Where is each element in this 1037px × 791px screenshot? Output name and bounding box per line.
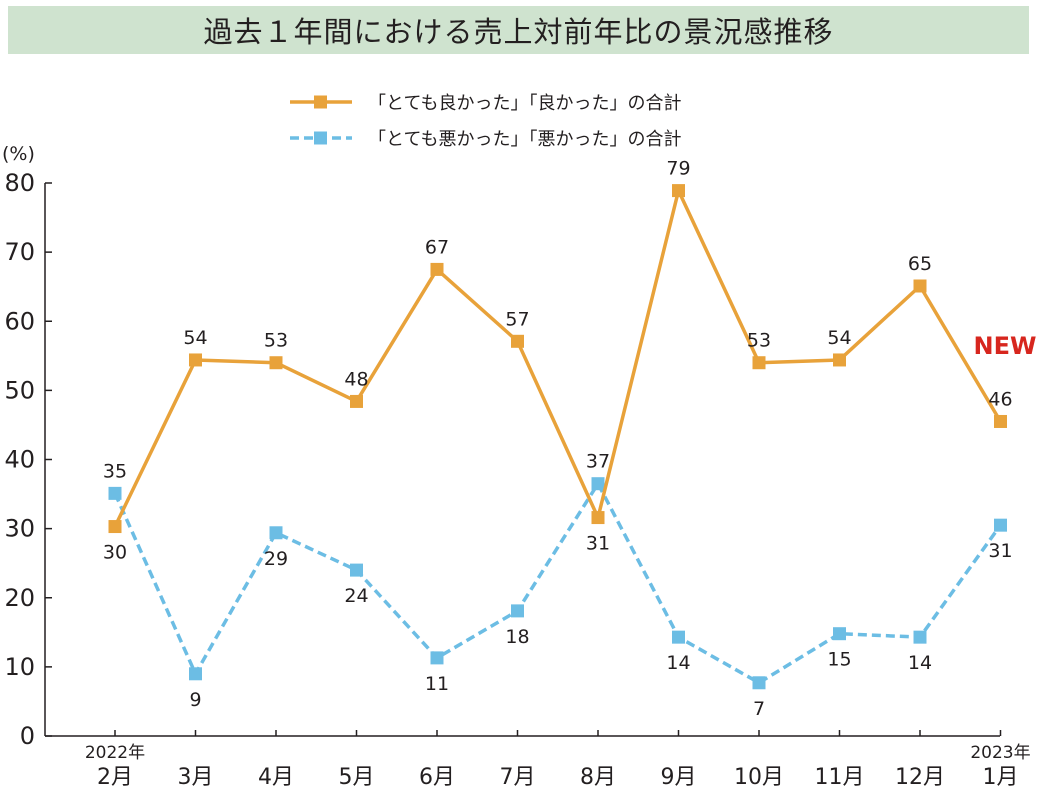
data-point-s2 bbox=[511, 604, 524, 618]
x-tick-label: 2月 bbox=[97, 765, 133, 790]
data-label-s1: 30 bbox=[103, 542, 127, 564]
data-label-s1: 31 bbox=[586, 533, 610, 555]
data-label-s1: 54 bbox=[827, 327, 851, 349]
data-point-s1 bbox=[269, 356, 283, 370]
data-labels-layer: 35 9 29 24 11 18 37 14 7 15 14 31 30 54 53 48 67 57 31 79 53… bbox=[103, 158, 1037, 720]
data-point-s1 bbox=[752, 356, 766, 370]
legend: 「とても良かった」「良かった」の合計「とても悪かった」「悪かった」の合計 bbox=[290, 93, 682, 150]
data-point-s1 bbox=[913, 279, 927, 293]
data-label-s1: 57 bbox=[505, 308, 529, 330]
data-label-s1: 53 bbox=[747, 330, 771, 352]
x-tick-label: 10月 bbox=[734, 765, 784, 790]
data-point-s1 bbox=[108, 520, 122, 534]
x-tick-label: 1月 bbox=[983, 765, 1019, 790]
data-label-s2: 14 bbox=[908, 652, 932, 674]
data-label-s2: 37 bbox=[586, 451, 610, 473]
data-point-s1 bbox=[511, 334, 524, 348]
data-point-s2 bbox=[189, 667, 202, 681]
x-tick-label: 5月 bbox=[339, 765, 375, 790]
x-tick-label: 3月 bbox=[178, 765, 214, 790]
data-point-s1 bbox=[672, 184, 685, 198]
x-year-label-first: 2022年 bbox=[85, 743, 145, 763]
data-label-s2: 31 bbox=[988, 540, 1012, 562]
data-label-s1: 54 bbox=[183, 327, 207, 349]
data-label-s2: 35 bbox=[103, 460, 127, 482]
data-label-s2: 9 bbox=[189, 689, 201, 711]
chart-title: 過去１年間における売上対前年比の景況感推移 bbox=[203, 15, 834, 49]
y-tick-label: 50 bbox=[4, 376, 35, 404]
data-point-s1 bbox=[833, 353, 846, 367]
y-tick-label: 20 bbox=[4, 584, 35, 612]
data-label-s1: 53 bbox=[264, 330, 288, 352]
data-point-s2 bbox=[913, 630, 927, 644]
data-label-s2: 24 bbox=[344, 585, 368, 607]
data-label-s1: 79 bbox=[666, 158, 690, 180]
data-point-s2 bbox=[672, 630, 685, 644]
data-label-s2: 29 bbox=[264, 548, 288, 570]
x-year-label-last: 2023年 bbox=[970, 743, 1030, 763]
data-label-s2: 18 bbox=[505, 626, 529, 648]
data-label-s1: 48 bbox=[344, 368, 368, 390]
data-point-s1 bbox=[189, 353, 202, 367]
y-tick-label: 30 bbox=[4, 515, 35, 543]
data-label-s1: 65 bbox=[908, 253, 932, 275]
legend-label-1: 「とても良かった」「良かった」の合計 bbox=[368, 93, 682, 114]
data-point-s2 bbox=[350, 563, 363, 577]
data-point-s2 bbox=[269, 526, 283, 540]
y-tick-label: 70 bbox=[4, 238, 35, 266]
data-point-s2 bbox=[108, 486, 122, 500]
data-label-s2: 11 bbox=[425, 673, 449, 695]
y-tick-label: 60 bbox=[4, 307, 35, 335]
data-point-s1 bbox=[591, 511, 605, 525]
series-line-1 bbox=[113, 188, 1003, 528]
x-tick-label: 6月 bbox=[419, 765, 455, 790]
x-tick-label: 12月 bbox=[895, 765, 945, 790]
legend-label-2: 「とても悪かった」「悪かった」の合計 bbox=[368, 129, 682, 150]
legend-marker-1 bbox=[314, 95, 327, 109]
y-tick-label: 80 bbox=[4, 169, 35, 197]
x-tick-label: 11月 bbox=[815, 765, 865, 790]
data-point-s2 bbox=[994, 518, 1007, 532]
data-point-s2 bbox=[591, 477, 605, 491]
x-tick-label: 4月 bbox=[258, 765, 294, 790]
data-point-s2 bbox=[430, 651, 444, 665]
new-badge: NEW bbox=[974, 332, 1037, 360]
x-tick-label: 8月 bbox=[580, 765, 616, 790]
title-bar: 過去１年間における売上対前年比の景況感推移 bbox=[8, 6, 1029, 54]
data-label-s1: 46 bbox=[988, 388, 1012, 410]
y-tick-label: 40 bbox=[4, 446, 35, 474]
data-point-s2 bbox=[752, 676, 766, 690]
data-label-s2: 15 bbox=[827, 649, 851, 671]
series-layer bbox=[108, 184, 1007, 690]
y-tick-label: 0 bbox=[20, 722, 35, 750]
x-tick-label: 9月 bbox=[661, 765, 697, 790]
data-label-s2: 14 bbox=[666, 652, 690, 674]
data-label-s2: 7 bbox=[753, 698, 765, 720]
data-point-s1 bbox=[350, 394, 363, 408]
y-axis-unit: (%) bbox=[2, 143, 35, 165]
y-tick-label: 10 bbox=[4, 653, 35, 681]
x-tick-label: 7月 bbox=[500, 765, 536, 790]
series-line-2 bbox=[113, 481, 1002, 685]
axes: 0 10 20 30 40 50 60 70 80 (%) 2月 3月 4月 5月 6月 7月 8月 9月 10月 1… bbox=[2, 143, 1031, 790]
legend-marker-2 bbox=[314, 131, 327, 145]
data-point-s2 bbox=[833, 627, 846, 641]
data-point-s1 bbox=[994, 414, 1007, 428]
data-point-s1 bbox=[430, 262, 444, 276]
data-label-s1: 67 bbox=[425, 236, 449, 258]
